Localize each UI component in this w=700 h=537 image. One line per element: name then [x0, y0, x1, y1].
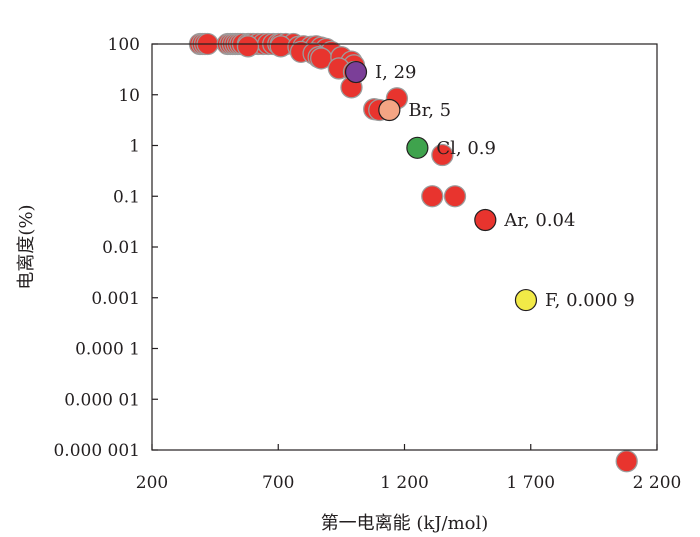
x-tick-label: 2 200: [633, 473, 682, 493]
y-tick-label: 0.01: [102, 238, 140, 258]
y-tick-label: 0.1: [113, 187, 140, 207]
data-point: [421, 185, 444, 208]
y-tick-label: 0.000 001: [53, 441, 140, 461]
y-axis-label: 电离度(%): [16, 204, 37, 289]
y-tick-label: 0.000 1: [75, 340, 140, 360]
y-tick-label: 0.001: [91, 289, 140, 309]
data-point: [615, 450, 638, 473]
label-f: F, 0.000 9: [545, 290, 635, 311]
x-tick-label: 1 700: [506, 473, 555, 493]
point-cl: [406, 136, 429, 159]
y-tick-label: 1: [129, 137, 140, 157]
data-point: [236, 35, 260, 58]
x-tick-label: 1 200: [380, 473, 429, 493]
point-br: [378, 98, 401, 122]
x-axis-label: 第一电离能 (kJ/mol): [321, 513, 489, 534]
point-f: [514, 288, 538, 312]
y-tick-label: 0.000 01: [64, 390, 140, 410]
plot-frame: [151, 43, 658, 451]
label-br: Br, 5: [408, 100, 451, 121]
point-ar: [474, 208, 497, 232]
data-point: [443, 185, 467, 208]
label-i: I, 29: [375, 62, 416, 83]
x-tick-label: 200: [136, 473, 168, 493]
y-tick-label: 100: [108, 35, 140, 55]
data-point: [431, 143, 454, 167]
y-tick-label: 10: [118, 86, 140, 106]
annotations-layer: I, 29 Br, 5 Cl, 0.9 Ar, 0.04 F, 0.000 9: [344, 60, 635, 312]
x-tick-label: 700: [262, 473, 294, 493]
label-cl: Cl, 0.9: [436, 138, 496, 159]
point-i: [344, 60, 368, 84]
axes-layer: 200 700 1 200 1 700 2 200 100 10 1 0.1 0.01 0.001 0…: [53, 35, 681, 493]
label-ar: Ar, 0.04: [503, 210, 575, 231]
